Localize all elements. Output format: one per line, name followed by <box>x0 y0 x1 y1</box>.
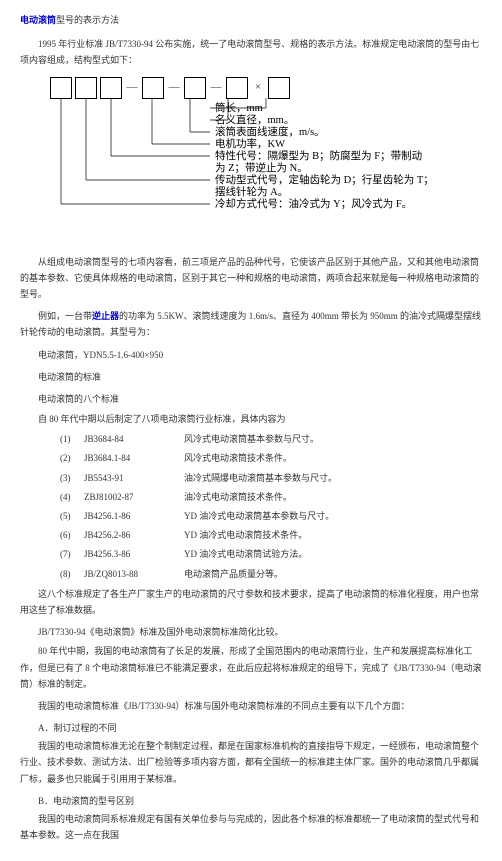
std-code: JB4256.1-86 <box>84 508 184 524</box>
sec2-p1: 80 年代中期，我国的电动滚筒有了长足的发展，形成了全国范围内的电动滚筒行业，生… <box>20 643 482 692</box>
std-num: (6) <box>60 527 84 543</box>
intro-paragraph: 1995 年行业标准 JB/T7330-94 公布实施，统一了电动滚筒型号、规格… <box>20 36 482 68</box>
code-boxes-row: — — — × <box>50 77 482 99</box>
code-sep: × <box>251 77 265 99</box>
code-box <box>226 77 248 99</box>
std-name: 风冷式电动滚筒技术条件。 <box>184 450 482 466</box>
code-sep: — <box>167 77 181 99</box>
std-num: (8) <box>60 566 84 582</box>
section-head-1: 电动滚筒的标准 <box>38 369 482 385</box>
title-prefix: 电动滚筒 <box>20 15 56 25</box>
std-name: 油冷式隔爆电动滚筒基本参数与尺寸。 <box>184 470 482 486</box>
explain-para-1: 从组成电动滚筒型号的七项内容看，前三项是产品的品种代号，它使该产品区别于其他产品… <box>20 254 482 303</box>
legend-line: 滚筒表面线速度，m/s。 <box>215 125 325 138</box>
text: 例如，一台带 <box>38 311 92 321</box>
explain-para-2: 例如，一台带逆止器的功率为 5.5KW、滚筒线速度为 1.6m/s、直径为 40… <box>20 308 482 340</box>
legend-line: 为 Z；带逆止为 N。 <box>215 161 308 174</box>
code-box <box>142 77 164 99</box>
list-b-head: B．电动滚筒的型号区别 <box>20 793 482 809</box>
std-name: YD 油冷式电动滚筒基本参数与尺寸。 <box>184 508 482 524</box>
code-box <box>100 77 122 99</box>
std-num: (3) <box>60 470 84 486</box>
code-box <box>50 77 72 99</box>
legend-line: 传动型式代号，定轴齿轮为 D；行星齿轮为 T； <box>215 173 434 186</box>
std-num: (7) <box>60 546 84 562</box>
code-sep: — <box>209 77 223 99</box>
legend-line: 电机功率，KW <box>215 137 285 150</box>
code-box <box>184 77 206 99</box>
code-diagram: — — — × 筒长，mm 名义直径，mm。 滚筒表面线速度，m/s。 电机功率… <box>50 77 482 246</box>
legend-line: 摆线针轮为 A。 <box>215 185 288 198</box>
table-row: (5) JB4256.1-86 YD 油冷式电动滚筒基本参数与尺寸。 <box>60 508 482 524</box>
title-suffix: 型号的表示方法 <box>56 15 119 25</box>
std-num: (2) <box>60 450 84 466</box>
std-code: ZBJ81002-87 <box>84 489 184 505</box>
link-nizhi[interactable]: 逆止器 <box>92 311 119 321</box>
model-example: 电动滚筒，YDN5.5-1.6-400×950 <box>20 347 482 363</box>
std-name: YD 油冷式电动滚筒技术条件。 <box>184 527 482 543</box>
code-sep: — <box>125 77 139 99</box>
legend-line: 筒长，mm <box>215 101 263 114</box>
section-1-intro: 自 80 年代中期以后制定了八项电动滚筒行业标准，具体内容为 <box>20 411 482 427</box>
std-name: 风冷式电动滚筒基本参数与尺寸。 <box>184 431 482 447</box>
table-row: (6) JB4256.2-86 YD 油冷式电动滚筒技术条件。 <box>60 527 482 543</box>
sec2-title: JB/T7330-94《电动滚筒》标准及国外电动滚筒标准简化比较。 <box>20 624 482 640</box>
table-row: (7) JB4256.3-86 YD 油冷式电动滚筒试验方法。 <box>60 546 482 562</box>
std-code: JB4256.3-86 <box>84 546 184 562</box>
table-row: (4) ZBJ81002-87 油冷式电动滚筒技术条件。 <box>60 489 482 505</box>
std-code: JB3684.1-84 <box>84 450 184 466</box>
std-num: (4) <box>60 489 84 505</box>
diagram-brackets: 筒长，mm 名义直径，mm。 滚筒表面线速度，m/s。 电机功率，KW 特性代号… <box>50 98 470 246</box>
std-num: (5) <box>60 508 84 524</box>
table-row: (8) JB/ZQ8013-88 电动滚筒产品质量分等。 <box>60 566 482 582</box>
code-box <box>268 77 290 99</box>
list-b-body: 我国的电动滚筒同系标准规定有国有关单位参与与完成的，因此各个标准的标准都统一了电… <box>20 811 482 843</box>
post-table-para: 这八个标准规定了各生产厂家生产的电动滚筒的尺寸参数和技术要求，提高了电动滚筒的标… <box>20 586 482 618</box>
code-box <box>75 77 97 99</box>
std-code: JB/ZQ8013-88 <box>84 566 184 582</box>
std-num: (1) <box>60 431 84 447</box>
table-row: (1) JB3684-84 风冷式电动滚筒基本参数与尺寸。 <box>60 431 482 447</box>
section-head-1b: 电动滚筒的八个标准 <box>38 391 482 407</box>
list-a-body: 我国的电动滚筒标准无论在整个制制定过程，都是在国家标准机构的直接指导下规定，一经… <box>20 738 482 787</box>
std-name: 电动滚筒产品质量分等。 <box>184 566 482 582</box>
sec2-p2: 我国的电动滚筒标准《JB/T7330-94）标准与国外电动滚筒标准的不同点主要有… <box>20 698 482 714</box>
table-row: (3) JB5543-91 油冷式隔爆电动滚筒基本参数与尺寸。 <box>60 470 482 486</box>
list-a-head: A．制订过程的不同 <box>20 720 482 736</box>
std-code: JB5543-91 <box>84 470 184 486</box>
std-name: YD 油冷式电动滚筒试验方法。 <box>184 546 482 562</box>
std-name: 油冷式电动滚筒技术条件。 <box>184 489 482 505</box>
legend-line: 冷却方式代号：油冷式为 Y；风冷式为 F。 <box>215 197 412 210</box>
std-code: JB4256.2-86 <box>84 527 184 543</box>
legend-line: 特性代号：隔爆型为 B；防腐型为 F；带制动 <box>215 149 422 162</box>
standards-table: (1) JB3684-84 风冷式电动滚筒基本参数与尺寸。 (2) JB3684… <box>60 431 482 582</box>
legend-line: 名义直径，mm。 <box>215 113 294 126</box>
table-row: (2) JB3684.1-84 风冷式电动滚筒技术条件。 <box>60 450 482 466</box>
std-code: JB3684-84 <box>84 431 184 447</box>
